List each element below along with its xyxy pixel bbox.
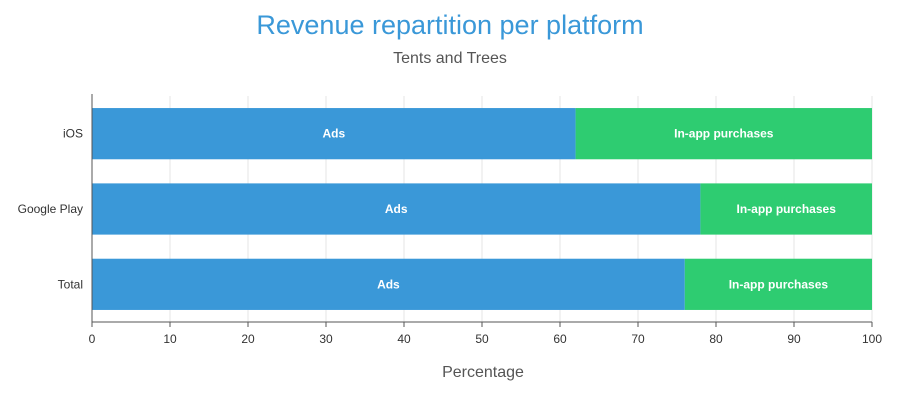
bar-segment <box>700 183 872 235</box>
y-tick-label: Google Play <box>18 202 83 216</box>
bar-segment <box>575 108 872 160</box>
x-tick-label: 70 <box>631 332 645 346</box>
bar-segment-label: Ads <box>377 277 400 291</box>
chart-title: Revenue repartition per platform <box>256 10 644 40</box>
bar-segment <box>92 108 576 160</box>
x-tick-label: 30 <box>319 332 333 346</box>
chart-subtitle: Tents and Trees <box>393 50 507 67</box>
x-axis-title: Percentage <box>442 364 524 381</box>
y-tick-label: iOS <box>63 127 83 141</box>
x-tick-label: 40 <box>397 332 411 346</box>
x-tick-label: 80 <box>709 332 723 346</box>
bar-segment-label: In-app purchases <box>729 277 829 291</box>
x-tick-label: 20 <box>241 332 255 346</box>
bar-segment <box>684 258 872 310</box>
bar-segment <box>92 183 701 235</box>
x-tick-label: 50 <box>475 332 489 346</box>
bar-segment <box>92 258 685 310</box>
bar-segment-label: Ads <box>322 127 345 141</box>
y-tick-label: Total <box>58 277 83 291</box>
x-tick-label: 100 <box>862 332 882 346</box>
bar-segment-label: In-app purchases <box>674 127 774 141</box>
bar-segment-label: In-app purchases <box>737 202 837 216</box>
x-tick-label: 0 <box>89 332 96 346</box>
x-tick-label: 60 <box>553 332 567 346</box>
x-tick-label: 90 <box>787 332 801 346</box>
bar-segment-label: Ads <box>385 202 408 216</box>
x-tick-label: 10 <box>163 332 177 346</box>
